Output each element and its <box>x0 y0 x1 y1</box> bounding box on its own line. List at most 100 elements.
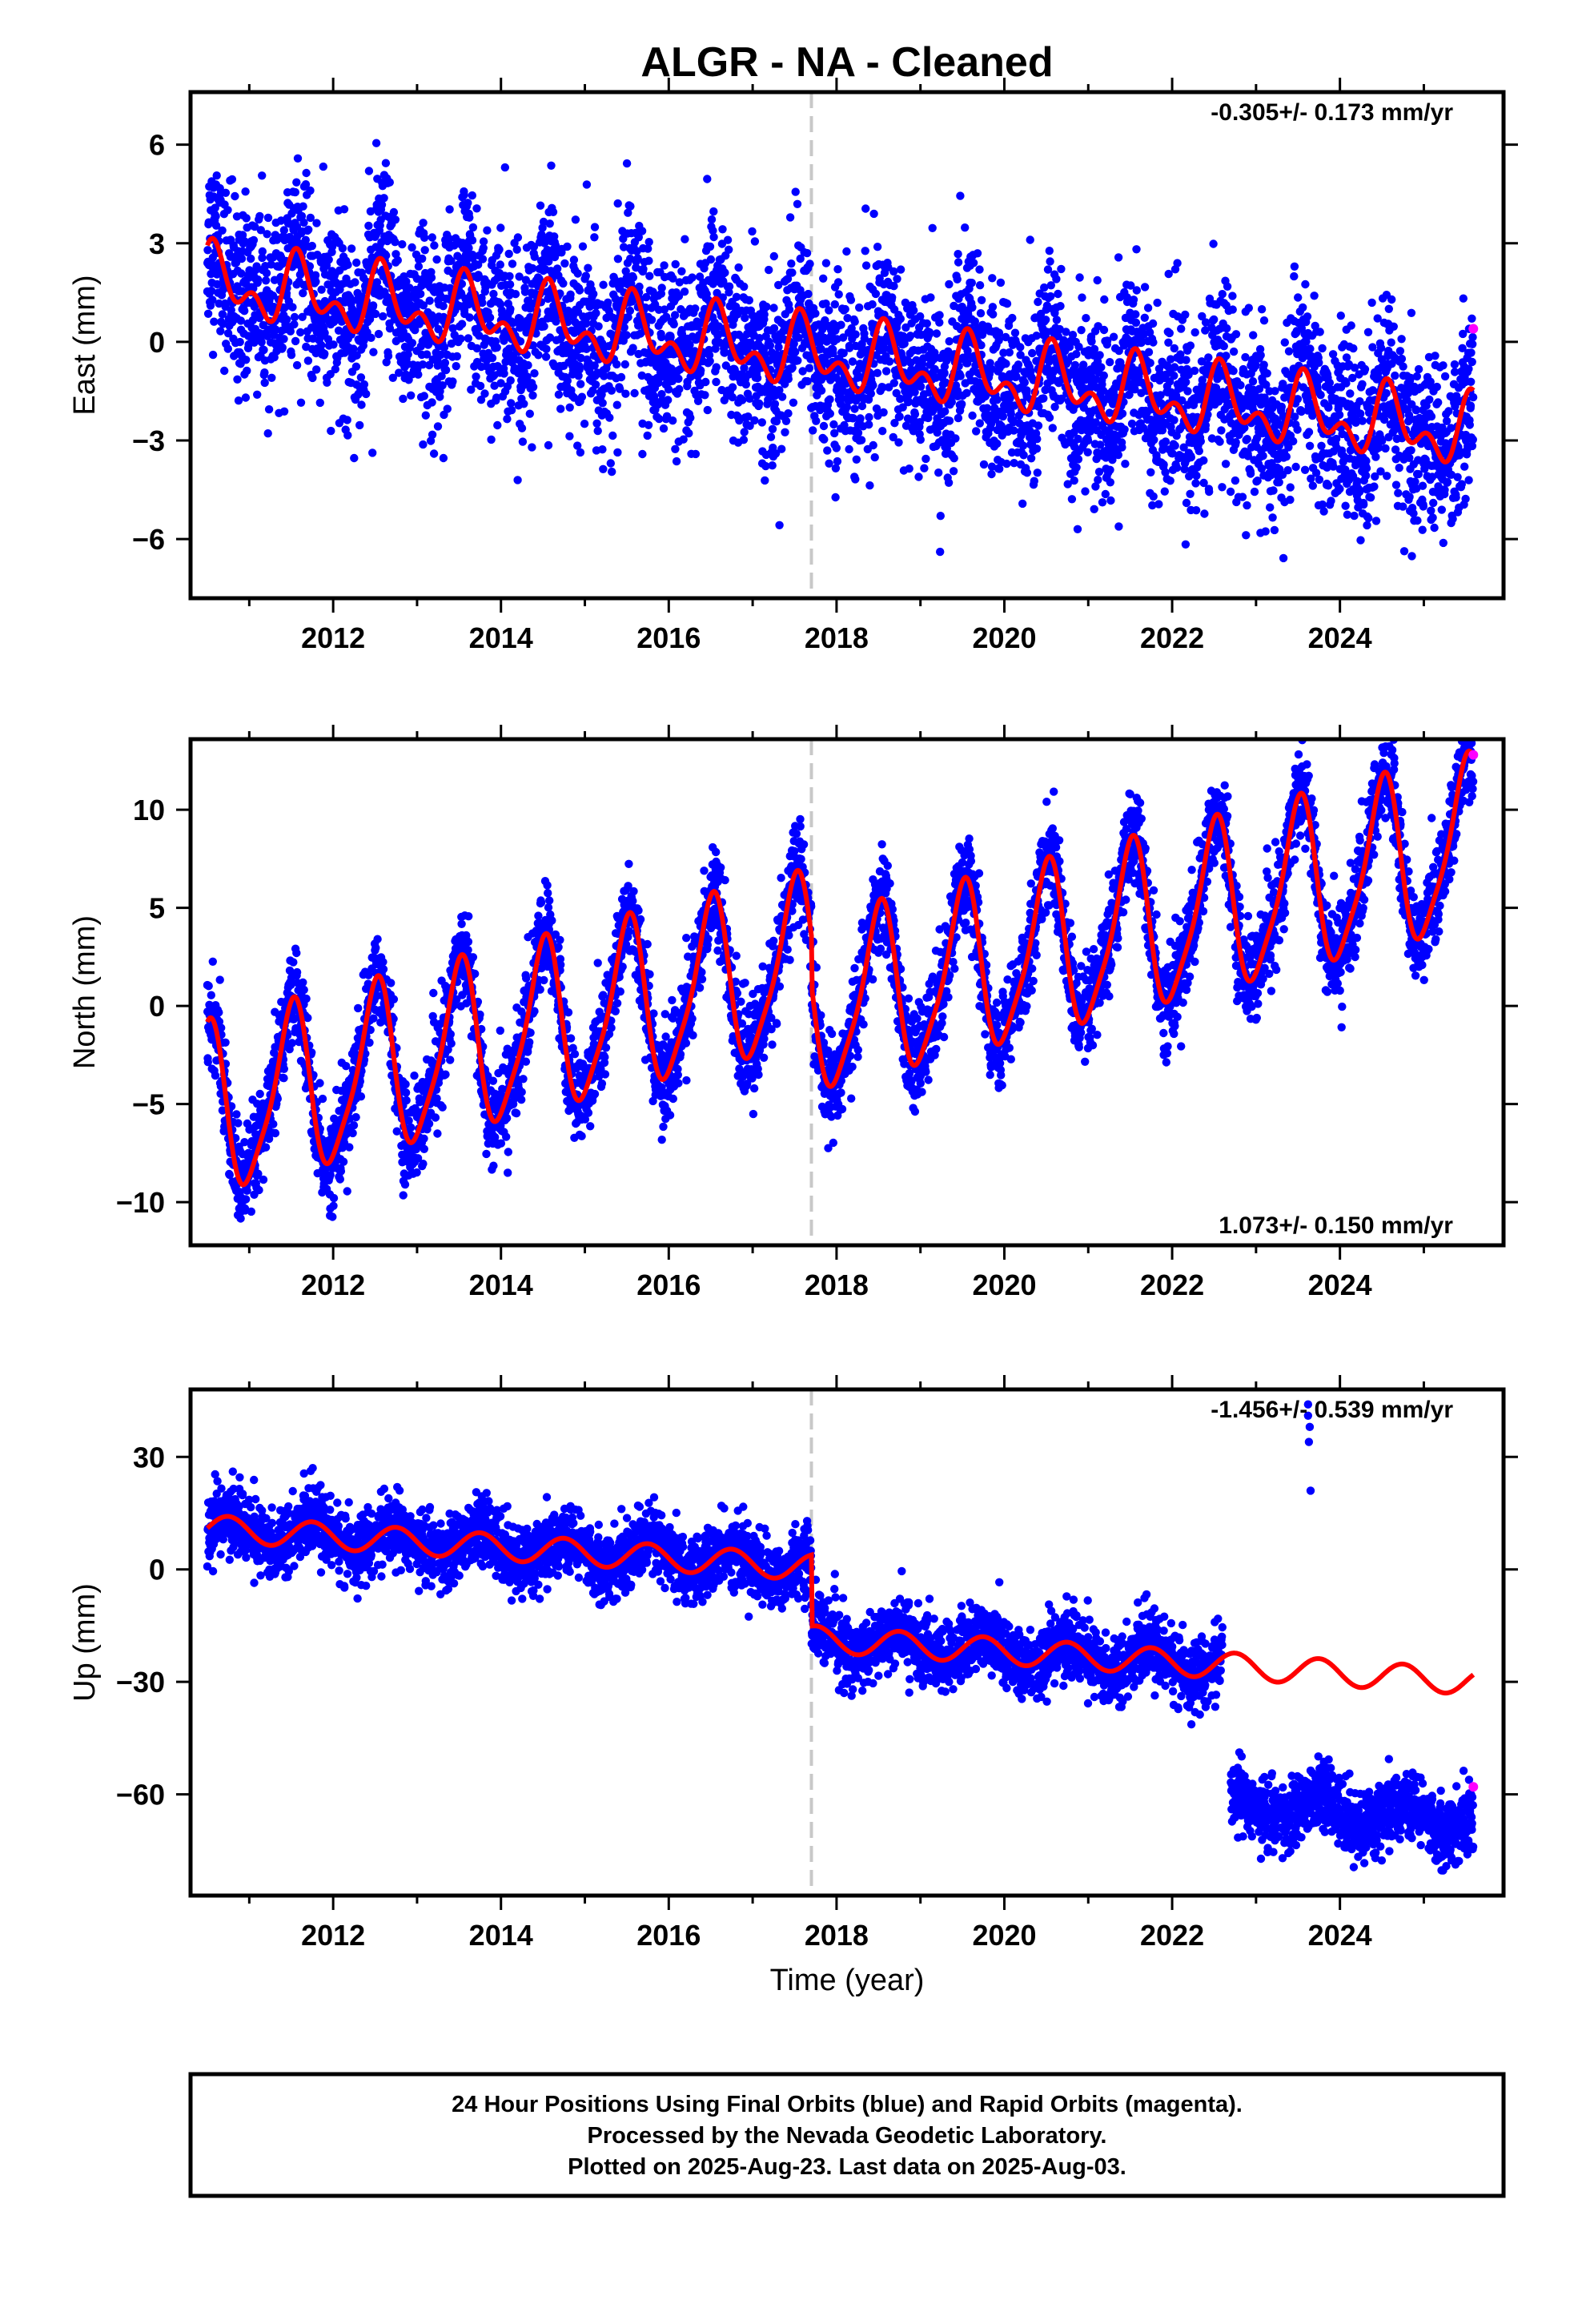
data-point <box>236 316 245 325</box>
data-point <box>1376 467 1385 476</box>
data-point <box>263 213 273 223</box>
data-point <box>1014 360 1023 369</box>
data-point <box>418 254 427 263</box>
data-point <box>725 282 734 291</box>
data-point <box>339 205 349 214</box>
data-point <box>688 273 697 282</box>
data-point <box>878 427 887 436</box>
data-point <box>389 207 399 217</box>
data-point <box>947 397 957 407</box>
data-point <box>1090 505 1098 513</box>
data-point <box>419 440 428 449</box>
data-point <box>950 454 958 463</box>
data-point <box>496 260 504 269</box>
data-point <box>1342 379 1351 388</box>
east-panel: 2012 2014 2016 2018 2020 2022 2024−6−3036East … <box>68 78 1518 654</box>
data-point <box>1389 322 1399 331</box>
data-point <box>1156 391 1165 400</box>
data-point <box>540 322 548 331</box>
data-point <box>644 244 652 253</box>
data-point <box>988 274 997 283</box>
data-point <box>1197 357 1207 366</box>
data-point <box>909 306 918 315</box>
data-point <box>1290 271 1299 281</box>
data-point <box>1218 483 1227 492</box>
data-point <box>644 238 653 247</box>
data-point <box>924 413 933 423</box>
data-point <box>1317 441 1326 450</box>
data-point <box>861 204 870 213</box>
data-point <box>672 456 681 466</box>
data-point <box>1005 348 1014 357</box>
data-point <box>1407 552 1416 561</box>
data-point <box>299 288 307 298</box>
data-point <box>1231 438 1240 447</box>
data-point <box>1022 386 1031 395</box>
data-point <box>1192 471 1201 480</box>
data-point <box>926 293 935 302</box>
data-point <box>438 381 447 390</box>
data-point <box>577 392 587 401</box>
data-point <box>317 340 326 350</box>
data-point <box>203 309 213 318</box>
data-point <box>644 256 653 265</box>
data-point <box>476 381 485 391</box>
data-point <box>419 301 428 310</box>
data-point <box>1130 385 1139 394</box>
data-point <box>607 386 616 395</box>
data-point <box>483 226 492 235</box>
data-point <box>613 448 622 457</box>
data-point <box>478 298 487 308</box>
data-point <box>1323 481 1333 490</box>
data-point <box>1341 465 1350 474</box>
data-point <box>1336 312 1346 320</box>
data-point <box>825 459 833 468</box>
data-point <box>625 306 635 316</box>
data-point <box>547 161 556 170</box>
data-point <box>909 427 918 436</box>
data-point <box>1411 477 1419 486</box>
data-point <box>1259 316 1269 325</box>
data-point <box>312 365 321 374</box>
data-point <box>487 435 496 444</box>
data-point <box>1182 498 1191 508</box>
data-point <box>1067 495 1077 504</box>
data-point <box>993 439 1002 448</box>
data-point <box>1229 367 1238 376</box>
data-point <box>1255 344 1265 354</box>
data-point <box>501 357 510 366</box>
data-point <box>968 303 977 312</box>
data-point <box>1137 338 1146 347</box>
data-point <box>638 449 647 459</box>
data-point <box>593 426 602 436</box>
data-point <box>457 320 467 328</box>
data-point <box>994 336 1003 345</box>
final-orbit-points <box>203 139 1478 563</box>
data-point <box>898 403 907 412</box>
data-point <box>263 332 272 340</box>
data-point <box>221 188 231 197</box>
data-point <box>823 446 832 455</box>
data-point <box>1215 437 1224 446</box>
data-point <box>1253 476 1262 485</box>
data-point <box>592 419 601 428</box>
data-point <box>219 320 227 328</box>
data-point <box>895 412 904 421</box>
data-point <box>503 415 512 424</box>
data-point <box>1329 462 1338 471</box>
data-point <box>530 369 539 378</box>
data-point <box>1293 395 1303 404</box>
data-point <box>1081 487 1090 496</box>
data-point <box>420 246 429 255</box>
data-point <box>1166 355 1175 364</box>
data-point <box>260 378 269 388</box>
data-point <box>1018 441 1028 450</box>
data-point <box>260 368 269 377</box>
data-point <box>490 381 499 390</box>
data-point <box>1074 434 1082 444</box>
data-point <box>1404 411 1414 420</box>
data-point <box>624 208 632 217</box>
data-point <box>405 283 414 292</box>
data-point <box>383 352 393 360</box>
data-point <box>423 350 432 359</box>
